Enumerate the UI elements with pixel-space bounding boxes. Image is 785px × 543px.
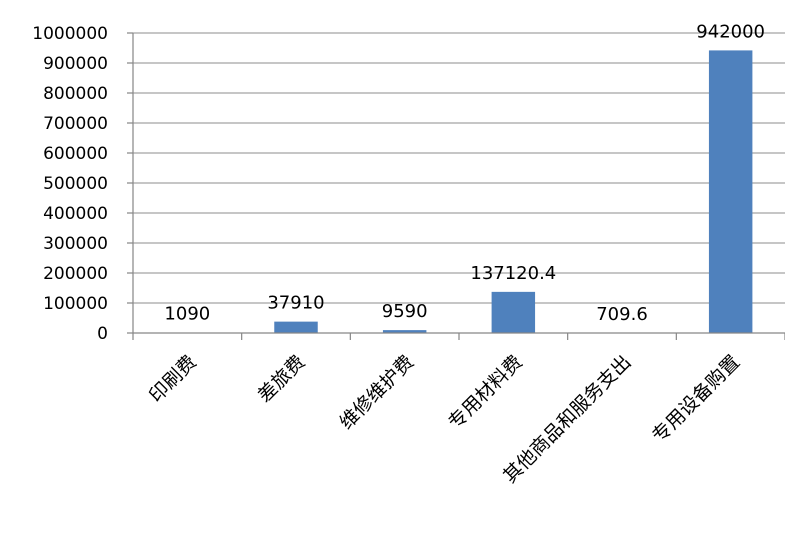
data-labels: 1090 37910 9590 137120.4 709.6 942000 xyxy=(164,21,765,324)
y-tick-label: 600000 xyxy=(43,144,108,164)
y-tick-label: 300000 xyxy=(43,234,108,254)
data-label: 942000 xyxy=(696,21,765,42)
bar xyxy=(708,50,753,334)
y-tick-label: 200000 xyxy=(43,264,108,284)
x-category-label: 专用材料费 xyxy=(444,351,527,434)
data-label: 137120.4 xyxy=(470,263,556,284)
axes xyxy=(127,32,785,340)
data-label: 9590 xyxy=(382,301,428,322)
y-tick-label: 0 xyxy=(97,324,108,344)
data-label: 709.6 xyxy=(596,304,648,325)
y-tick-label: 1000000 xyxy=(32,24,108,44)
x-category-label: 专用设备购置 xyxy=(648,351,744,447)
data-label: 37910 xyxy=(267,293,324,314)
x-category-label: 维修维护费 xyxy=(335,351,418,434)
y-tick-label: 800000 xyxy=(43,84,108,104)
bar xyxy=(491,291,536,333)
y-axis-tick-labels: 0 100000 200000 300000 400000 500000 600000 700… xyxy=(32,24,108,344)
x-category-label: 印刷费 xyxy=(145,351,201,407)
data-label: 1090 xyxy=(164,304,210,325)
bar xyxy=(274,321,318,333)
y-tick-label: 100000 xyxy=(43,294,108,314)
gridlines xyxy=(133,32,785,304)
x-category-label: 差旅费 xyxy=(254,351,310,407)
bar xyxy=(382,330,427,333)
y-tick-label: 700000 xyxy=(43,114,108,134)
y-tick-label: 500000 xyxy=(43,174,108,194)
y-tick-label: 400000 xyxy=(43,204,108,224)
y-tick-label: 900000 xyxy=(43,54,108,74)
bars xyxy=(165,50,753,334)
